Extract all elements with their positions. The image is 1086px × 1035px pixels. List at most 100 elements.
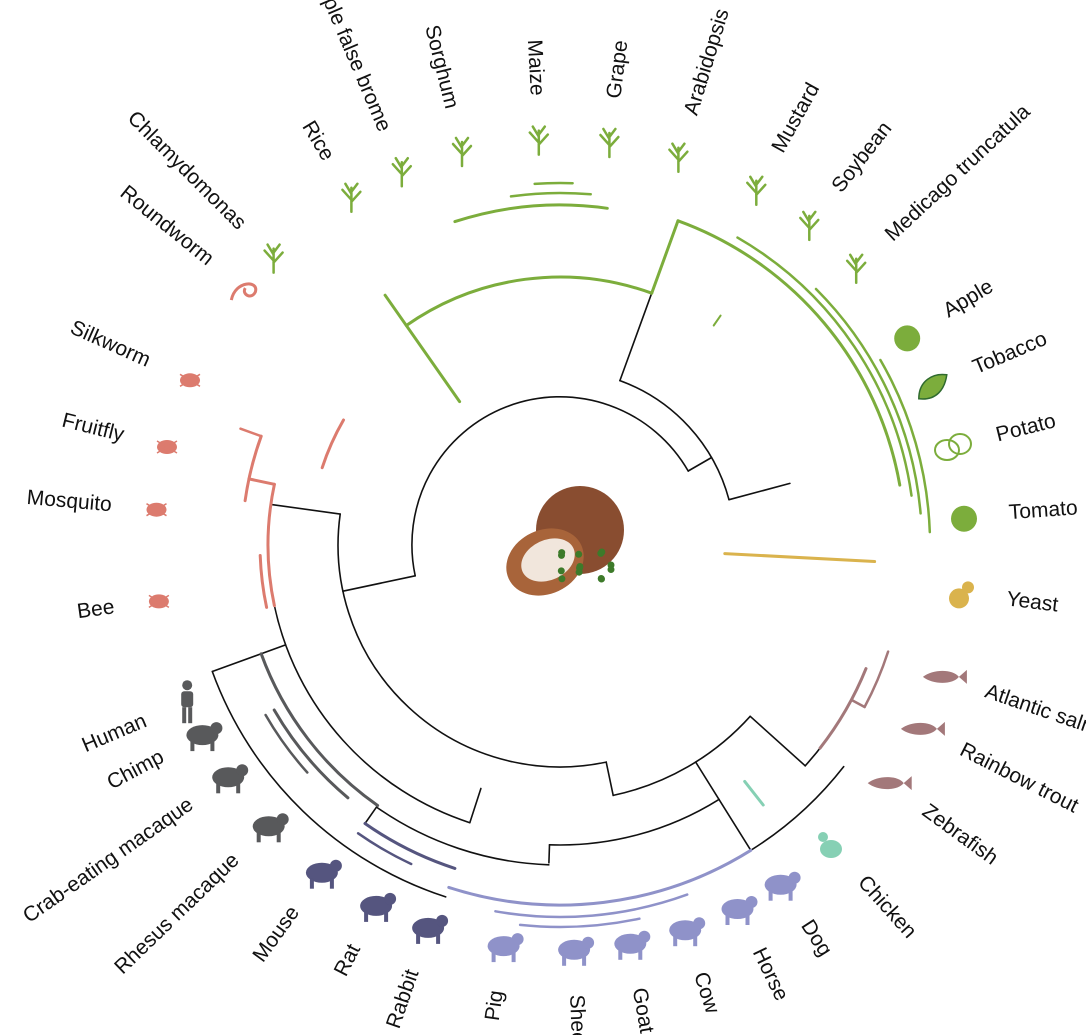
rice-icon	[341, 182, 362, 214]
backbone-arc	[411, 396, 689, 577]
branch-ray	[269, 503, 342, 515]
cocoa-leaf-dot	[576, 563, 584, 570]
crab-eating-macaque-icon	[212, 764, 249, 794]
fruitfly-icon	[156, 440, 178, 454]
branch-arc	[509, 191, 592, 198]
taxon-label-dog: Dog	[796, 916, 836, 961]
backbone-arc	[612, 715, 751, 797]
taxon-label-potato: Potato	[994, 409, 1058, 446]
potato-icon	[934, 433, 972, 461]
taxon-label-medicago-truncatula: Medicago truncatula	[881, 100, 1035, 246]
cocoa-leaf-dot	[557, 567, 565, 575]
ungulate-clade-arc	[447, 848, 753, 907]
rodent-clade-arc	[363, 822, 457, 870]
mouse-icon	[305, 859, 342, 889]
plant-clade-arc	[404, 275, 654, 327]
taxon-label-mustard: Mustard	[767, 79, 824, 156]
cocoa-leaf-dot	[558, 549, 566, 557]
chlamydomonas-icon	[263, 243, 284, 274]
taxon-label-horse: Horse	[748, 944, 793, 1004]
branch-ray	[694, 761, 720, 801]
taxon-label-chicken: Chicken	[853, 871, 921, 943]
taxon-label-rice: Rice	[298, 117, 339, 165]
branch-arc	[676, 219, 902, 487]
insect-clade-arc	[266, 482, 276, 608]
yeast-icon	[949, 581, 974, 609]
horse-icon	[721, 896, 758, 925]
taxon-label-arabidopsis: Arabidopsis	[680, 6, 734, 118]
branch-arc	[258, 554, 269, 609]
branch-ray	[211, 644, 287, 673]
branch-arc	[494, 893, 689, 919]
grass-icon	[391, 156, 413, 188]
branch-ray	[342, 574, 417, 593]
medicago-icon	[845, 253, 867, 285]
arabidopsis-icon	[668, 142, 689, 173]
branch-ray	[383, 293, 462, 404]
taxon-label-soybean: Soybean	[827, 117, 896, 196]
branch-ray	[364, 806, 378, 825]
trout-icon	[900, 721, 945, 736]
branch-ray	[468, 787, 482, 824]
goat-icon	[614, 930, 651, 960]
cow-icon	[669, 917, 706, 947]
branch-arc	[272, 708, 350, 800]
cocoa-leaf-dot	[598, 575, 605, 583]
taxon-label-fruitfly: Fruitfly	[60, 409, 127, 447]
taxon-label-bee: Bee	[76, 595, 116, 623]
backbone-arc	[375, 806, 550, 866]
taxon-label-rainbow-trout: Rainbow trout	[956, 738, 1082, 817]
taxon-label-rhesus-macaque: Rhesus macaque	[110, 849, 244, 979]
taxon-label-sheep: Sheep	[565, 994, 590, 1035]
taxon-label-mosquito: Mosquito	[26, 486, 113, 516]
backbone-arc	[619, 379, 730, 501]
taxon-label-tomato: Tomato	[1008, 496, 1078, 524]
cocoa-pod-icon	[506, 486, 624, 596]
bee-icon	[148, 594, 170, 609]
taxon-label-maize: Maize	[523, 39, 549, 96]
chimp-icon	[186, 722, 223, 752]
branch-ray	[728, 482, 791, 501]
taxon-label-sorghum: Sorghum	[420, 23, 463, 111]
dog-icon	[764, 871, 801, 901]
branch-ray	[687, 456, 713, 472]
taxon-label-mouse: Mouse	[248, 902, 304, 967]
branch-ray	[650, 219, 680, 295]
taxon-label-apple: Apple	[939, 275, 997, 322]
branch-arc	[736, 236, 913, 497]
branch-arc	[264, 713, 309, 774]
grape-icon	[599, 127, 620, 159]
primate-clade-arc	[259, 652, 380, 807]
tomato-icon	[951, 505, 977, 532]
tree-branches	[211, 181, 932, 929]
fish-clade-arc	[818, 667, 868, 750]
maize-icon	[528, 125, 550, 156]
silkworm-icon	[179, 373, 201, 388]
branch-ray	[619, 292, 653, 382]
soybean-icon	[799, 210, 820, 242]
backbone-arc	[273, 604, 471, 824]
cocoa-leaf-dot	[607, 566, 615, 573]
mosquito-icon	[146, 502, 167, 517]
branch-arc	[453, 203, 609, 224]
cocoa-leaf-dot	[558, 575, 566, 583]
tobacco-leaf-icon	[918, 373, 948, 400]
cocoa-leaf-dot	[575, 550, 583, 558]
chicken-icon	[818, 832, 842, 858]
chicken-branch	[743, 779, 765, 807]
taxon-label-pig: Pig	[481, 989, 508, 1022]
roundworm-icon	[229, 282, 258, 301]
cocoa-leaf-dot	[598, 548, 606, 556]
taxon-label-rabbit: Rabbit	[382, 966, 424, 1031]
backbone-arc	[211, 670, 447, 898]
backbone-arc	[548, 798, 720, 846]
yeast-branch	[723, 552, 877, 563]
branch-ray	[548, 843, 551, 864]
taxon-label-atlantic-salmon: Atlantic salmon	[982, 680, 1086, 748]
taxon-label-human: Human	[79, 709, 150, 757]
branch-arc	[243, 434, 263, 503]
zebrafish-icon	[867, 776, 912, 791]
branch-arc	[533, 181, 574, 186]
sorghum-icon	[451, 136, 473, 168]
